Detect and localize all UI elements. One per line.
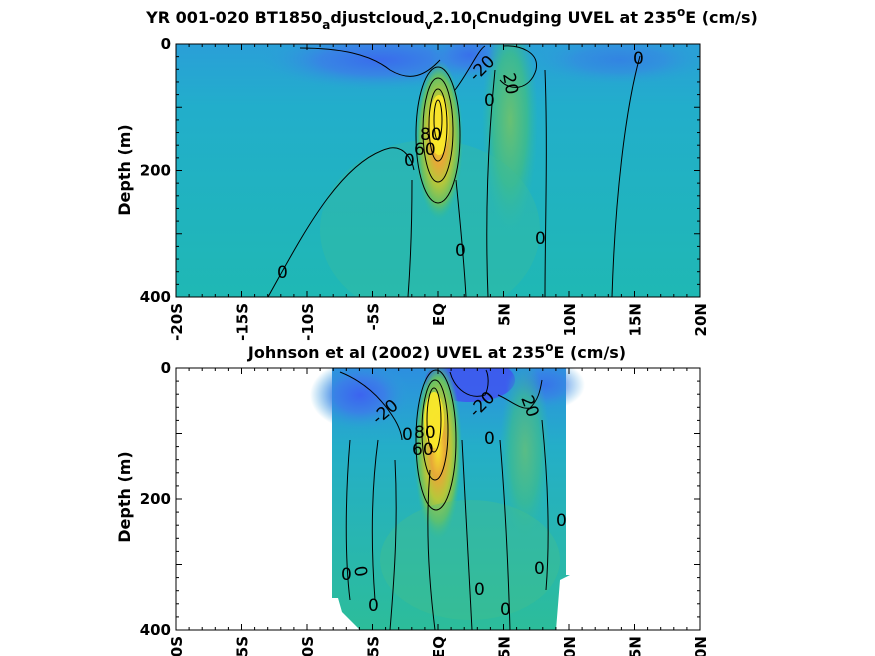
contour-line	[371, 439, 379, 601]
panel-2-x-tick-labels: -20S -15S -10S -5S EQ 5N 10N 15N 20N	[168, 636, 710, 656]
contour-line	[415, 66, 461, 204]
x-tick-label: -20S	[168, 303, 186, 341]
x-tick-label: -10S	[299, 636, 317, 656]
x-tick-label: 10N	[561, 636, 579, 656]
contour-line	[389, 459, 397, 630]
contour-label: 0	[368, 596, 379, 616]
y-tick-label: 200	[140, 490, 171, 508]
contour-line	[544, 69, 547, 297]
contour-line	[415, 369, 457, 511]
panel-1-x-tick-labels: -20S -15S -10S -5S EQ 5N 10N 15N 20N	[168, 303, 710, 341]
contour-line	[486, 69, 496, 297]
contour-line	[461, 439, 473, 630]
contour-label: 0	[484, 91, 495, 111]
contour-label: 0	[404, 151, 415, 171]
contour-line	[497, 379, 543, 409]
contour-label: 0	[402, 425, 413, 445]
contour-label: 0	[556, 511, 567, 531]
contour-line	[427, 469, 436, 630]
contour-line	[422, 77, 454, 183]
panel-1-ticks	[175, 43, 701, 298]
x-tick-label: 15N	[627, 636, 645, 656]
x-tick-label: 20N	[692, 636, 710, 656]
x-tick-label: -10S	[299, 303, 317, 341]
panel-1-field	[176, 44, 700, 297]
y-tick-label: 0	[161, 359, 171, 377]
contour-line	[421, 379, 449, 481]
contour-label: 80	[420, 125, 442, 145]
panel-1-contours	[267, 45, 641, 297]
y-tick-label: 400	[140, 288, 171, 306]
contour-label: 80	[414, 423, 436, 443]
panel-1-y-axis-label: Depth (m)	[115, 124, 134, 216]
panel-2-field	[310, 368, 585, 630]
contour-label: 0	[500, 600, 511, 620]
contour-line	[267, 147, 415, 297]
contour-line	[433, 99, 443, 141]
y-tick-label: 400	[140, 621, 171, 639]
contour-line	[345, 439, 351, 601]
contour-label: 0	[534, 559, 545, 579]
contour-label: 0	[484, 429, 495, 449]
contour-label: 0	[633, 49, 644, 69]
x-tick-label: 10N	[561, 303, 579, 336]
x-tick-label: EQ	[430, 303, 448, 326]
contour-label: 60	[414, 140, 436, 160]
x-tick-label: -20S	[168, 636, 186, 656]
contour-line	[455, 179, 467, 297]
panel-1-y-tick-labels: 0 200 400	[140, 35, 171, 306]
x-tick-label: 5N	[496, 303, 514, 326]
panel-2-y-axis-label: Depth (m)	[115, 451, 134, 543]
contour-label: 20	[498, 71, 521, 96]
panel-1: YR 001-020 BT1850adjustcloudv2.10lCnudgi…	[115, 5, 758, 341]
contour-label: 0	[341, 565, 352, 585]
contour-line	[499, 439, 511, 630]
panel-2-ticks	[175, 367, 701, 631]
contour-label: 0	[535, 229, 546, 249]
contour-line	[426, 387, 442, 453]
contour-label: 0	[455, 241, 466, 261]
x-tick-label: 20N	[692, 303, 710, 336]
contour-label: 0	[277, 263, 288, 283]
contour-label: 60	[412, 440, 434, 460]
contour-line	[339, 371, 403, 441]
contour-line	[541, 419, 549, 591]
panel-2-contours	[339, 369, 549, 630]
x-tick-label: -5S	[365, 636, 383, 656]
contour-label: 0	[474, 580, 485, 600]
x-tick-label: 15N	[627, 303, 645, 336]
x-tick-label: -15S	[234, 636, 252, 656]
panel-2: Johnson et al (2002) UVEL at 235oE (cm/s…	[115, 340, 710, 656]
contour-label: 0	[349, 564, 371, 578]
x-tick-label: 5N	[496, 636, 514, 656]
contour-line	[428, 88, 448, 162]
contour-line	[407, 179, 413, 297]
panel-2-title: Johnson et al (2002) UVEL at 235oE (cm/s…	[247, 340, 626, 362]
panel-2-y-tick-labels: 0 200 400	[140, 359, 171, 639]
x-tick-label: -15S	[234, 303, 252, 341]
contour-line	[454, 45, 486, 91]
contour-line	[611, 55, 641, 297]
x-tick-label: -5S	[365, 303, 383, 330]
contour-line	[449, 369, 489, 397]
contour-line	[299, 47, 441, 77]
panel-1-title: YR 001-020 BT1850adjustcloudv2.10lCnudgi…	[145, 5, 758, 32]
y-tick-label: 200	[140, 162, 171, 180]
x-tick-label: EQ	[430, 636, 448, 656]
contour-line	[499, 45, 537, 88]
y-tick-label: 0	[161, 35, 171, 53]
